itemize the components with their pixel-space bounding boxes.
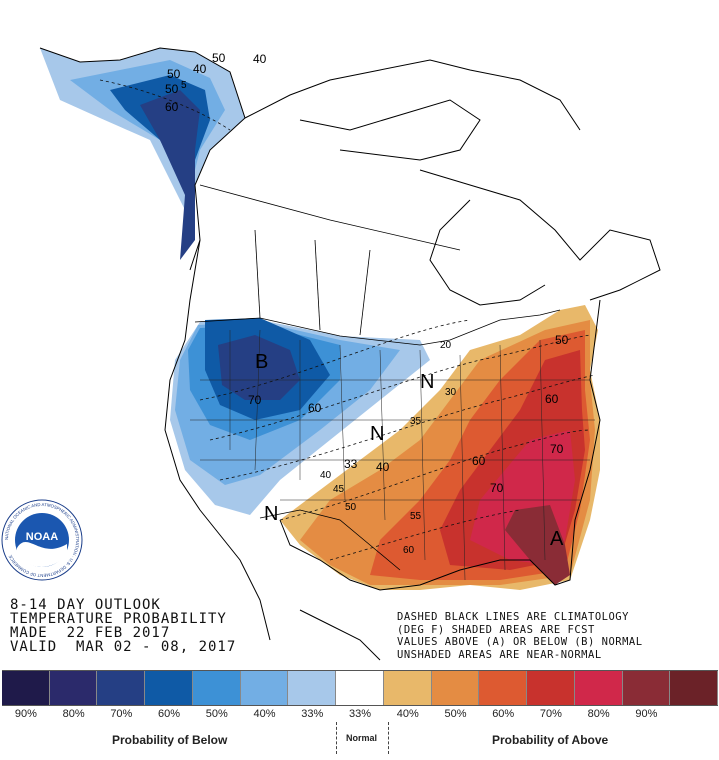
contour-label: 50	[212, 51, 226, 65]
legend-swatch	[2, 671, 50, 705]
legend-swatch	[336, 671, 384, 705]
contour-label: 30	[445, 387, 457, 398]
legend-label: 80%	[587, 708, 610, 720]
legend-label: 60%	[158, 708, 181, 720]
legend-divider	[388, 722, 389, 754]
contour-label: 60	[165, 100, 179, 114]
map-labels: 50 40 50 60 70 60 40 50 70 60 60 50 70 40 33 45 35 30 55 60…	[165, 51, 569, 556]
alaska-below-70	[140, 90, 200, 260]
legend-label: 70%	[539, 708, 562, 720]
contour-label: 33	[344, 457, 358, 471]
legend-swatch	[622, 671, 671, 705]
legend-swatch	[97, 671, 146, 705]
map-notes: DASHED BLACK LINES ARE CLIMATOLOGY (DEG …	[397, 611, 643, 661]
noaa-logo: NOAA NATIONAL OCEANIC AND ATMOSPHERIC AD…	[1, 499, 83, 581]
legend-label: 70%	[110, 708, 133, 720]
contour-label: 45	[333, 484, 345, 495]
legend-swatch	[527, 671, 575, 705]
coastlines	[39, 47, 661, 661]
political-borders	[194, 184, 561, 571]
legend-divider	[336, 722, 337, 754]
legend-swatch	[49, 671, 98, 705]
climatology-lines	[99, 79, 596, 561]
legend-swatch	[479, 671, 528, 705]
probability-legend	[2, 670, 719, 706]
east-above-80	[505, 505, 570, 585]
legend-swatch	[240, 671, 289, 705]
region-letter: N	[264, 503, 278, 525]
contour-label: 5	[181, 80, 187, 91]
note-line: DASHED BLACK LINES ARE CLIMATOLOGY	[397, 611, 629, 623]
contour-label: 50	[555, 333, 569, 347]
outlook-info: 8-14 DAY OUTLOOK TEMPERATURE PROBABILITY…	[10, 598, 236, 654]
contour-label: 40	[320, 470, 332, 481]
note-line: VALUES ABOVE (A) OR BELOW (B) NORMAL	[397, 636, 643, 648]
contour-label: 40	[376, 460, 390, 474]
legend-label: 33%	[348, 708, 372, 720]
legend-label	[670, 708, 718, 720]
west-below-70	[218, 335, 300, 400]
contour-label: 60	[403, 545, 415, 556]
contour-label: 60	[545, 392, 559, 406]
contour-label: 50	[345, 502, 357, 513]
legend-label: 90%	[14, 708, 37, 720]
contour-label: 70	[490, 481, 504, 495]
outlook-map: NOAA NATIONAL OCEANIC AND ATMOSPHERIC AD…	[1, 47, 661, 661]
legend-swatch	[670, 671, 719, 705]
legend-label: 80%	[62, 708, 85, 720]
region-letter: N	[370, 423, 384, 445]
legend-swatch	[192, 671, 241, 705]
contour-label: 70	[248, 393, 262, 407]
contour-label: 60	[472, 454, 486, 468]
outlook-subtitle: TEMPERATURE PROBABILITY	[10, 611, 227, 627]
legend-label: 40%	[396, 708, 419, 720]
legend-swatch	[288, 671, 337, 705]
noaa-logo-text: NOAA	[26, 531, 58, 543]
legend-swatch	[145, 671, 193, 705]
legend-swatch	[431, 671, 480, 705]
contour-label: 50	[165, 82, 179, 96]
normal-caption: Normal	[346, 733, 378, 743]
contour-label: 40	[193, 62, 207, 76]
contour-label: 60	[308, 401, 322, 415]
legend-label: 33%	[301, 708, 324, 720]
below-caption: Probability of Below	[112, 733, 228, 747]
above-caption: Probability of Above	[492, 733, 609, 747]
contour-label: 20	[440, 340, 452, 351]
legend-labels: 90% 80% 70% 60% 50% 40% 33% 33% 40% 50% 60% 70% 80% 9…	[2, 708, 718, 720]
region-letter: B	[255, 351, 268, 373]
contour-label: 40	[253, 52, 267, 66]
made-date: MADE 22 FEB 2017	[10, 625, 171, 641]
legend-label: 40%	[253, 708, 276, 720]
legend-swatch	[574, 671, 623, 705]
note-line: UNSHADED AREAS ARE NEAR-NORMAL	[397, 648, 602, 661]
contour-label: 55	[410, 511, 422, 522]
legend-label: 50%	[444, 708, 467, 720]
outlook-title: 8-14 DAY OUTLOOK	[10, 597, 161, 613]
valid-date: VALID MAR 02 - 08, 2017	[10, 639, 237, 655]
region-letter: A	[550, 528, 564, 550]
contour-label: 70	[550, 442, 564, 456]
contour-label: 50	[167, 67, 181, 81]
contour-label: 35	[410, 416, 422, 427]
legend-swatch	[383, 671, 432, 705]
region-letter: N	[420, 371, 434, 393]
legend-label: 90%	[635, 708, 658, 720]
legend-label: 50%	[205, 708, 228, 720]
note-line: (DEG F) SHADED AREAS ARE FCST	[397, 623, 595, 636]
legend-label: 60%	[492, 708, 515, 720]
